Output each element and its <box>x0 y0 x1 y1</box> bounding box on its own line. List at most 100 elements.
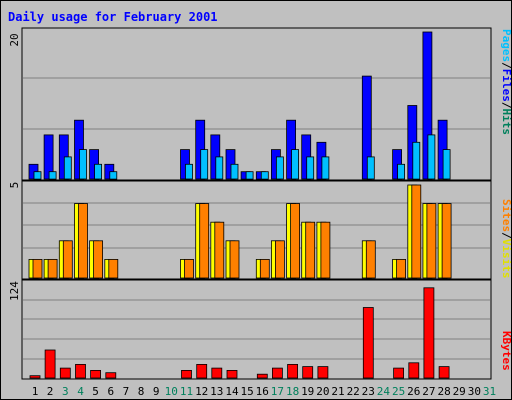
bar-kbytes-18 <box>287 363 299 379</box>
bar-sites-26 <box>411 184 422 279</box>
x-tick-label-16: 16 <box>256 385 269 398</box>
panel3-max-label: 124 <box>8 281 21 301</box>
x-axis-labels: 1 2 3 4 5 6 7 8 9 10 11 12 13 14 15 16 17 18 19 20 21 22 23 24 2… <box>32 385 496 398</box>
bar-kbytes-5 <box>90 369 101 379</box>
x-tick-label-6: 6 <box>107 385 114 398</box>
bar-sites-13 <box>214 221 225 279</box>
x-tick-label-11: 11 <box>180 385 193 398</box>
bar-kbytes-28 <box>438 366 450 379</box>
bar-sites-27 <box>426 203 437 279</box>
panel2-max-label: 5 <box>8 182 21 189</box>
bar-kbytes-3 <box>59 367 71 379</box>
bar-pages-25 <box>397 163 406 180</box>
legend-pages: Pages <box>500 29 511 62</box>
bar-kbytes-25 <box>393 367 405 379</box>
bar-pages-6 <box>109 171 118 180</box>
x-tick-label-1: 1 <box>32 385 39 398</box>
x-tick-label-19: 19 <box>301 385 314 398</box>
panel3-legend: KBytes <box>500 331 511 371</box>
bar-sites-25 <box>396 258 407 279</box>
bar-kbytes-12 <box>196 363 208 379</box>
bar-kbytes-6 <box>105 372 117 379</box>
bar-pages-26 <box>412 141 421 180</box>
bar-sites-16 <box>259 258 270 279</box>
bar-pages-18 <box>291 149 300 180</box>
bars <box>28 31 452 379</box>
x-tick-label-4: 4 <box>77 385 84 398</box>
bar-pages-2 <box>48 171 57 180</box>
x-tick-label-21: 21 <box>331 385 344 398</box>
x-tick-label-13: 13 <box>210 385 223 398</box>
bar-pages-3 <box>63 156 72 180</box>
bar-sites-4 <box>78 203 88 279</box>
x-tick-label-30: 30 <box>468 385 481 398</box>
legend-visits: Visits <box>500 239 511 279</box>
bar-kbytes-16 <box>256 373 268 379</box>
bar-files-27 <box>422 31 433 180</box>
bar-kbytes-20 <box>317 366 329 379</box>
legend-sep-2: / <box>500 102 511 109</box>
bar-pages-19 <box>306 156 315 180</box>
bar-sites-23 <box>365 240 376 279</box>
legend-sep-1: / <box>500 62 511 69</box>
legend-files: Files <box>500 69 511 102</box>
x-tick-label-18: 18 <box>286 385 299 398</box>
x-tick-label-8: 8 <box>138 385 145 398</box>
bar-pages-5 <box>94 163 102 180</box>
x-tick-label-24: 24 <box>377 385 391 398</box>
legend-kbytes: KBytes <box>500 331 511 371</box>
x-tick-label-2: 2 <box>47 385 54 398</box>
bar-kbytes-1 <box>29 375 41 379</box>
bar-pages-15 <box>245 171 254 180</box>
legend-sites: Sites <box>500 199 511 232</box>
x-tick-label-22: 22 <box>347 385 360 398</box>
x-tick-label-17: 17 <box>271 385 284 398</box>
x-tick-label-26: 26 <box>407 385 420 398</box>
bar-pages-27 <box>427 134 436 180</box>
bar-sites-1 <box>32 258 43 279</box>
x-tick-label-25: 25 <box>392 385 405 398</box>
bar-pages-11 <box>185 163 193 180</box>
bar-kbytes-4 <box>75 363 86 379</box>
bar-files-2 <box>43 134 54 180</box>
x-tick-label-27: 27 <box>422 385 435 398</box>
bar-pages-17 <box>275 156 284 180</box>
x-tick-label-20: 20 <box>316 385 329 398</box>
bar-pages-13 <box>215 156 224 180</box>
bar-kbytes-26 <box>408 362 420 379</box>
x-tick-label-9: 9 <box>153 385 160 398</box>
bar-pages-28 <box>442 149 451 180</box>
bar-sites-17 <box>274 240 285 279</box>
bar-kbytes-23 <box>362 307 374 379</box>
bar-sites-12 <box>199 203 210 279</box>
bar-pages-4 <box>79 149 87 180</box>
bar-sites-5 <box>93 240 103 279</box>
bar-kbytes-2 <box>44 349 56 379</box>
bar-kbytes-11 <box>181 369 192 379</box>
x-tick-label-3: 3 <box>62 385 69 398</box>
bar-kbytes-14 <box>226 369 238 379</box>
panel1-legend: Pages/Files/Hits <box>500 29 511 135</box>
bar-kbytes-17 <box>271 367 283 379</box>
bar-pages-1 <box>33 171 42 180</box>
x-tick-label-7: 7 <box>123 385 130 398</box>
bar-sites-18 <box>290 203 301 279</box>
bar-sites-2 <box>47 258 58 279</box>
legend-hits: Hits <box>500 109 511 136</box>
x-tick-label-29: 29 <box>453 385 466 398</box>
x-tick-label-31: 31 <box>483 385 496 398</box>
legend-sep-3: / <box>500 232 511 239</box>
bar-kbytes-13 <box>211 367 223 379</box>
bar-pages-16 <box>260 171 269 180</box>
bar-sites-20 <box>320 221 331 279</box>
bar-pages-20 <box>321 156 330 180</box>
x-tick-label-15: 15 <box>240 385 253 398</box>
bar-sites-3 <box>62 240 73 279</box>
x-tick-label-23: 23 <box>362 385 375 398</box>
x-tick-label-12: 12 <box>195 385 208 398</box>
chart-title: Daily usage for February 2001 <box>8 10 218 24</box>
bar-pages-12 <box>200 149 209 180</box>
panel-kbytes <box>21 279 492 380</box>
